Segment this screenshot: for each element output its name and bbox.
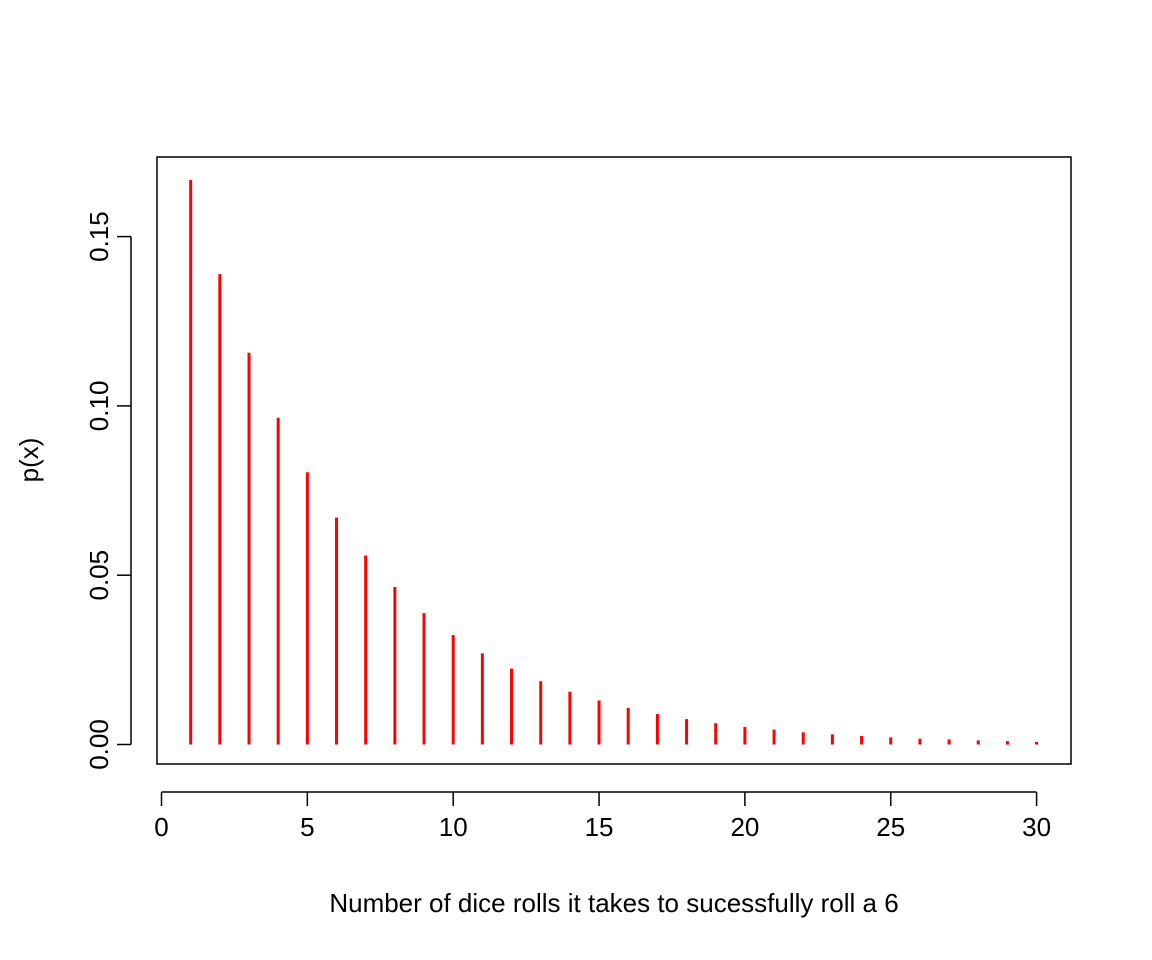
x-tick-label: 15 <box>585 812 614 842</box>
y-tick-label: 0.10 <box>84 381 114 432</box>
y-axis-label: p(x) <box>14 438 44 483</box>
x-tick-label: 25 <box>876 812 905 842</box>
y-axis: 0.00 0.05 0.10 0.15 <box>84 211 132 770</box>
x-tick-label: 20 <box>730 812 759 842</box>
data-spikes <box>189 180 1039 745</box>
x-tick-label: 0 <box>154 812 168 842</box>
x-axis-label: Number of dice rolls it takes to sucessf… <box>329 888 898 918</box>
x-tick-label: 30 <box>1022 812 1051 842</box>
x-tick-label: 5 <box>300 812 314 842</box>
y-tick-label: 0.15 <box>84 211 114 262</box>
y-tick-label: 0.05 <box>84 550 114 601</box>
plot-frame <box>156 156 1072 765</box>
x-tick-label: 10 <box>439 812 468 842</box>
x-axis: 0 5 10 15 20 25 30 <box>154 791 1051 842</box>
y-tick-label: 0.00 <box>84 719 114 770</box>
